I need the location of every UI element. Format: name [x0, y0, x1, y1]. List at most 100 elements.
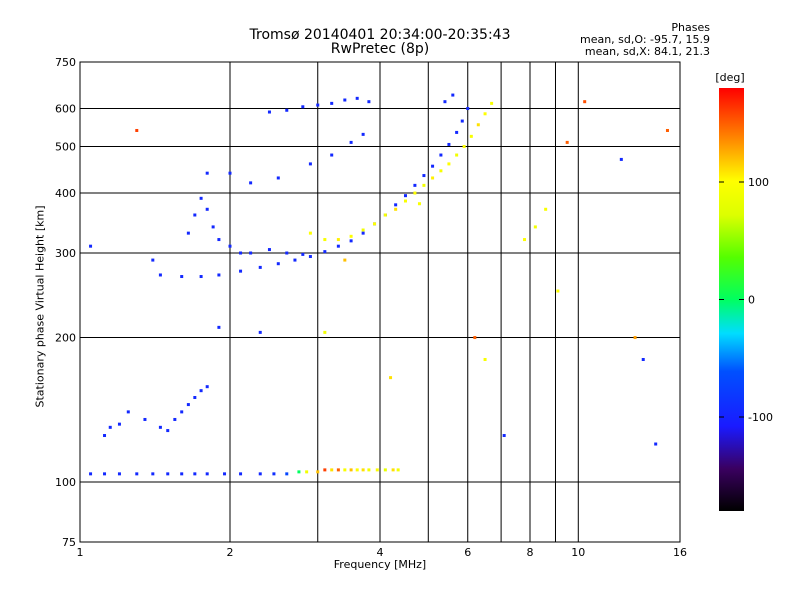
echo-point [665, 128, 669, 132]
echo-point [383, 213, 387, 217]
echo-point [330, 101, 334, 105]
echo-point [272, 472, 276, 476]
echo-point [211, 225, 215, 229]
echo-point [249, 251, 253, 255]
echo-point [619, 157, 623, 161]
echo-point [323, 468, 327, 472]
phases-x-stats: mean, sd,X: 84.1, 21.3 [584, 45, 710, 58]
echo-point [451, 93, 455, 97]
echo-point [173, 417, 177, 421]
echo-point [394, 203, 398, 207]
echo-point [462, 145, 466, 149]
echo-point [276, 262, 280, 266]
echo-point [135, 472, 139, 476]
echo-point [323, 330, 327, 334]
echo-point [349, 239, 353, 243]
echo-point [447, 162, 451, 166]
echo-point [336, 468, 340, 472]
echo-point [483, 112, 487, 116]
echo-point [375, 468, 379, 472]
echo-point [223, 472, 227, 476]
y-tick-label: 750 [55, 56, 76, 69]
echo-point [469, 134, 473, 138]
echo-point [239, 269, 243, 273]
x-tick-label: 2 [227, 546, 234, 559]
grid-lines [80, 62, 680, 542]
y-tick-label: 300 [55, 247, 76, 260]
x-tick-labels: 1 2 4 6 8 10 16 [77, 546, 688, 559]
echo-point [205, 171, 209, 175]
echo-point [466, 107, 470, 111]
echo-point [285, 251, 289, 255]
echo-point [431, 176, 435, 180]
echo-point [193, 472, 197, 476]
y-tick-label: 100 [55, 476, 76, 489]
y-tick-label: 600 [55, 103, 76, 116]
echo-point [361, 231, 365, 235]
echo-point [285, 472, 289, 476]
echo-point [308, 255, 312, 259]
x-axis-label: Frequency [MHz] [334, 558, 426, 571]
echo-point [323, 238, 327, 242]
echo-point [373, 222, 377, 226]
echo-point [422, 183, 426, 187]
echo-point [117, 472, 121, 476]
echo-point [361, 228, 365, 232]
echo-point [383, 468, 387, 472]
echo-point [285, 108, 289, 112]
echo-point [355, 96, 359, 100]
echo-point [439, 169, 443, 173]
echo-point [199, 196, 203, 200]
echo-point [544, 207, 548, 211]
echo-point [483, 357, 487, 361]
echo-point [533, 225, 537, 229]
phases-o-stats: mean, sd,O: -95.7, 15.9 [579, 33, 710, 46]
echo-point [413, 191, 417, 195]
echo-point [301, 105, 305, 109]
echo-point [258, 330, 262, 334]
echo-point [583, 100, 587, 104]
echo-point [336, 238, 340, 242]
echo-point [89, 244, 93, 248]
echo-point [443, 100, 447, 104]
echo-point [308, 231, 312, 235]
echo-point [316, 103, 320, 107]
x-tick-label: 4 [377, 546, 384, 559]
echo-point [422, 174, 426, 178]
echo-point [135, 128, 139, 132]
echo-point [502, 434, 506, 438]
echo-point [117, 422, 121, 426]
echo-point [476, 123, 480, 127]
echo-point [455, 130, 459, 134]
echo-point [258, 472, 262, 476]
echo-point [361, 468, 365, 472]
echo-point [431, 164, 435, 168]
echo-point [180, 410, 184, 414]
x-tick-label: 10 [571, 546, 585, 559]
echo-point [367, 100, 371, 104]
echo-point [323, 250, 327, 254]
colorbar-label: [deg] [715, 71, 744, 84]
echo-point [205, 472, 209, 476]
echo-point [166, 429, 170, 433]
echo-point [308, 162, 312, 166]
echo-point [108, 425, 112, 429]
echo-point [565, 140, 569, 144]
echo-point [330, 153, 334, 157]
echo-point [455, 153, 459, 157]
echo-point [239, 472, 243, 476]
echo-point [343, 468, 347, 472]
echo-point [301, 252, 305, 256]
echo-point [391, 468, 395, 472]
echo-point [186, 231, 190, 235]
chart-subtitle: RwPretec (8p) [330, 41, 430, 57]
echo-point [447, 142, 451, 146]
echo-point [396, 468, 400, 472]
echo-point [556, 289, 560, 293]
echo-point [186, 403, 190, 407]
echo-point [343, 98, 347, 102]
echo-point [361, 132, 365, 136]
colorbar-tick-label: 0 [748, 294, 755, 307]
colorbar-tick-label: -100 [748, 411, 773, 424]
echo-point [460, 119, 464, 123]
